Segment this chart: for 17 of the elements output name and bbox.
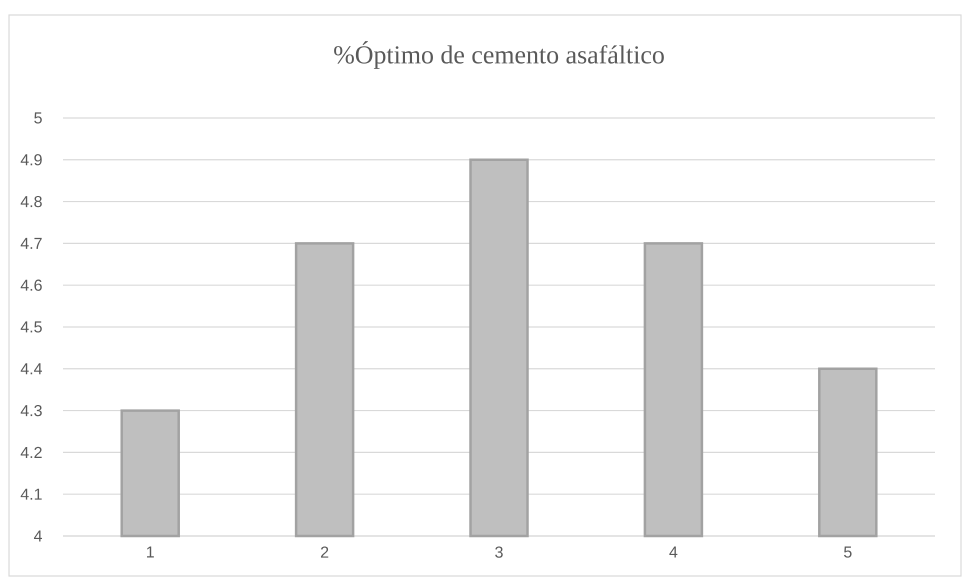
y-tick-label: 4.3 [20,404,42,416]
x-tick-label: 3 [495,546,503,558]
y-tick-label: 4.5 [20,321,42,333]
x-tick-label: 2 [320,546,328,558]
x-tick-label: 1 [146,546,154,558]
y-tick-label: 4.8 [20,196,42,208]
x-tick-label: 5 [844,546,852,558]
x-tick-label: 4 [669,546,678,558]
y-tick-label: 4.1 [20,488,42,500]
y-tick-label: 4.4 [20,363,42,374]
y-tick-label: 4.9 [20,154,42,166]
y-tick-label: 4 [34,530,42,542]
y-tick-label: 5 [34,112,42,124]
chart-title: %Óptimo de cemento asafáltico [334,41,664,69]
y-tick-label: 4.2 [20,446,42,458]
y-tick-label: 4.6 [20,280,42,291]
y-tick-label: 4.7 [20,238,42,249]
